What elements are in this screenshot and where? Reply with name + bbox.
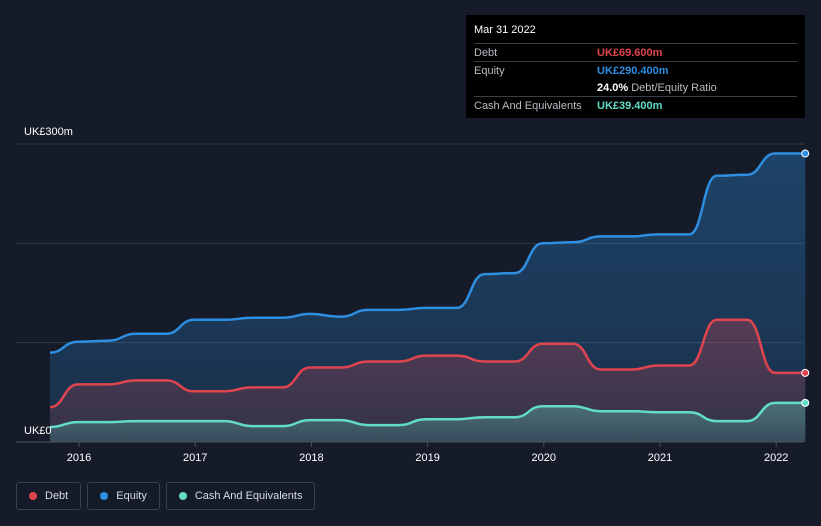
- debt-dot-icon: [29, 492, 37, 500]
- legend-debt-label: Debt: [45, 490, 69, 502]
- x-tick-label-2020: 2020: [532, 452, 556, 464]
- tooltip-ratio-row: 24.0% Debt/Equity Ratio: [474, 79, 797, 96]
- legend-item-debt[interactable]: Debt: [16, 482, 82, 510]
- tooltip-cash-value: UK£39.400m: [597, 99, 663, 112]
- tooltip-equity-row: Equity UK£290.400m: [474, 61, 797, 79]
- tooltip-debt-label: Debt: [474, 46, 498, 59]
- legend-item-cash[interactable]: Cash And Equivalents: [165, 482, 316, 510]
- legend-equity-label: Equity: [116, 490, 147, 502]
- legend-item-equity[interactable]: Equity: [87, 482, 160, 510]
- x-tick-label-2019: 2019: [415, 452, 439, 464]
- tooltip-debt-value: UK£69.600m: [597, 46, 663, 59]
- tooltip-panel: Mar 31 2022 Debt UK£69.600m Equity UK£29…: [466, 15, 805, 118]
- tooltip-equity-value: UK£290.400m: [597, 64, 669, 77]
- tooltip-ratio-label: Debt/Equity Ratio: [631, 81, 717, 94]
- x-tick-label-2021: 2021: [648, 452, 672, 464]
- legend-cash-label: Cash And Equivalents: [194, 490, 303, 502]
- x-tick-label-2018: 2018: [299, 452, 323, 464]
- equity-line: [49, 152, 806, 354]
- x-tick-label-2016: 2016: [67, 452, 91, 464]
- cash-end-marker: [801, 398, 810, 407]
- tooltip-debt-row: Debt UK£69.600m: [474, 43, 797, 61]
- cash-line: [49, 401, 806, 429]
- tooltip-ratio-value: 24.0%: [597, 81, 629, 94]
- chart-legend: Debt Equity Cash And Equivalents: [16, 482, 321, 510]
- equity-dot-icon: [100, 492, 109, 500]
- tooltip-date: Mar 31 2022: [474, 24, 536, 36]
- debt-line: [49, 318, 806, 409]
- y-axis-label-bottom: UK£0: [24, 425, 52, 437]
- cash-dot-icon: [178, 492, 187, 500]
- tooltip-cash-label: Cash And Equivalents: [474, 99, 582, 112]
- tooltip-cash-row: Cash And Equivalents UK£39.400m: [474, 96, 797, 114]
- y-axis-label-top: UK£300m: [24, 126, 73, 138]
- x-tick-label-2022: 2022: [764, 452, 788, 464]
- cash-area: [50, 402, 806, 442]
- tooltip-equity-label: Equity: [474, 64, 505, 77]
- equity-end-marker: [801, 149, 810, 158]
- x-tick-label-2017: 2017: [183, 452, 207, 464]
- debt-end-marker: [801, 368, 810, 377]
